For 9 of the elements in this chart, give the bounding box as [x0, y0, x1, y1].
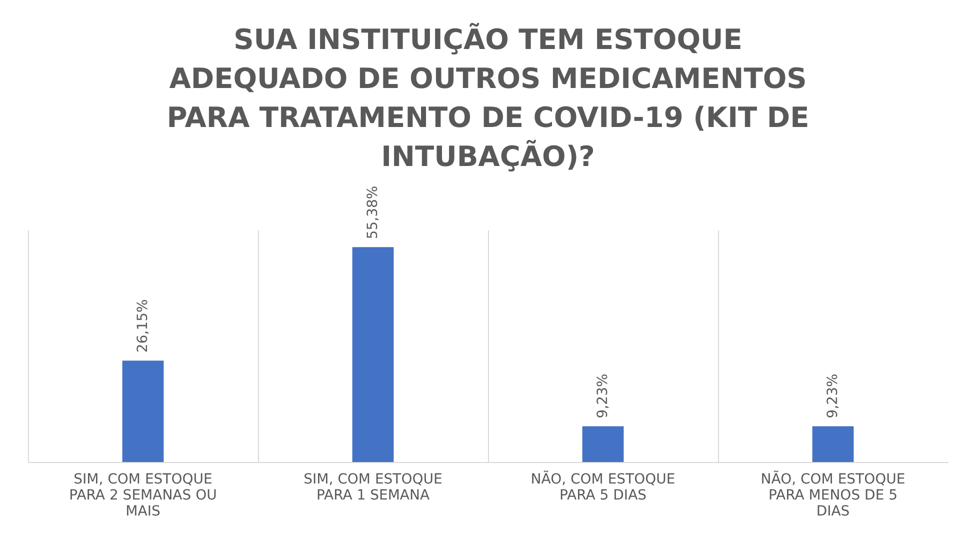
data-label: 26,15%	[135, 299, 151, 353]
x-tick-label: SIM, COM ESTOQUE PARA 2 SEMANAS OU MAIS	[69, 472, 217, 520]
data-label: 9,23%	[595, 374, 611, 418]
data-label: 55,38%	[365, 186, 381, 240]
x-tick-label: NÃO, COM ESTOQUE PARA MENOS DE 5 DIAS	[760, 470, 906, 520]
data-label: 9,23%	[825, 374, 841, 418]
x-tick-label: SIM, COM ESTOQUE PARA 1 SEMANA	[304, 472, 442, 504]
chart-title: SUA INSTITUIÇÃO TEM ESTOQUE ADEQUADO DE OUTROS MEDICAMENTOS PARA TRATAMENTO DE COVID-19 (KIT DE INTUBAÇÃO)?	[166, 22, 810, 173]
x-tick-label: NÃO, COM ESTOQUE PARA 5 DIAS	[530, 470, 676, 504]
